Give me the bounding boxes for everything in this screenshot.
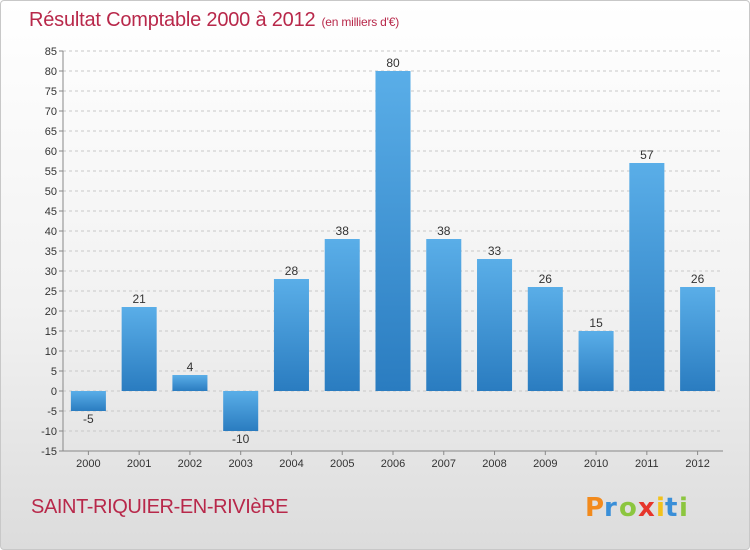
- bar: [527, 287, 563, 391]
- bar-value-label: -5: [83, 412, 94, 426]
- bar: [477, 259, 513, 391]
- bar: [121, 307, 157, 391]
- y-tick-label: 40: [45, 226, 57, 238]
- bar-value-label: 21: [132, 292, 146, 306]
- commune-name: SAINT-RIQUIER-EN-RIVIèRE: [31, 496, 289, 518]
- bar: [324, 239, 360, 391]
- bar: [273, 279, 309, 391]
- x-tick-label: 2007: [432, 458, 456, 470]
- bar-value-label: 28: [285, 264, 299, 278]
- y-tick-label: 45: [45, 206, 57, 218]
- bar: [680, 287, 716, 391]
- svg-text:r: r: [604, 493, 617, 523]
- y-tick-label: 80: [45, 66, 57, 78]
- y-tick-label: 30: [45, 266, 57, 278]
- x-tick-label: 2012: [685, 458, 709, 470]
- svg-text:o: o: [619, 493, 637, 523]
- y-tick-label: -5: [47, 406, 57, 418]
- y-tick-label: 50: [45, 186, 57, 198]
- bar: [172, 375, 208, 391]
- proxiti-logo: P r o x i t i: [585, 493, 688, 523]
- chart-title: Résultat Comptable 2000 à 2012 (en millie…: [29, 9, 399, 32]
- x-tick-label: 2003: [228, 458, 252, 470]
- svg-text:t: t: [665, 493, 677, 523]
- y-tick-label: 5: [51, 366, 57, 378]
- x-tick-label: 2000: [76, 458, 100, 470]
- x-tick-label: 2010: [584, 458, 608, 470]
- bar-value-label: 15: [589, 316, 603, 330]
- x-tick-label: 2009: [533, 458, 557, 470]
- y-tick-label: 65: [45, 126, 57, 138]
- x-tick-label: 2006: [381, 458, 405, 470]
- y-tick-label: 85: [45, 46, 57, 58]
- y-tick-label: 20: [45, 306, 57, 318]
- bar: [375, 71, 411, 391]
- y-tick-label: -10: [41, 426, 57, 438]
- y-tick-label: 10: [45, 346, 57, 358]
- chart-title-text: Résultat Comptable 2000 à 2012: [29, 9, 316, 31]
- axes: -15 -10 -5 0 5 10 15 20 25 30 35 40 45 50 55 60 65 70 75 80…: [41, 46, 723, 470]
- svg-text:i: i: [679, 493, 688, 523]
- y-tick-label: 75: [45, 86, 57, 98]
- bar-value-label: 4: [187, 360, 194, 374]
- x-tick-label: 2011: [635, 458, 659, 470]
- bar-value-label: 33: [488, 244, 502, 258]
- chart-subtitle: (en milliers d'€): [321, 15, 400, 29]
- bar-value-label: -10: [232, 432, 250, 446]
- x-tick-label: 2004: [279, 458, 303, 470]
- bar: [426, 239, 462, 391]
- bar: [629, 163, 665, 391]
- bar: [223, 391, 259, 431]
- x-tick-label: 2008: [482, 458, 506, 470]
- svg-text:P: P: [585, 493, 604, 523]
- x-tick-label: 2005: [330, 458, 354, 470]
- y-tick-label: 35: [45, 246, 57, 258]
- bar-value-label: 38: [437, 224, 451, 238]
- x-tick-label: 2001: [127, 458, 151, 470]
- x-tick-label: 2002: [178, 458, 202, 470]
- y-tick-label: -15: [41, 446, 57, 458]
- y-tick-label: 70: [45, 106, 57, 118]
- bar-value-label: 26: [539, 272, 553, 286]
- y-tick-label: 55: [45, 166, 57, 178]
- svg-text:x: x: [638, 493, 655, 523]
- bar: [578, 331, 614, 391]
- value-labels: -5 21 4 -10 28 38 80 38 33 26 15 57 26: [83, 56, 705, 446]
- svg-text:i: i: [656, 493, 665, 523]
- y-tick-label: 60: [45, 146, 57, 158]
- bar-value-label: 38: [336, 224, 350, 238]
- bar-value-label: 26: [691, 272, 705, 286]
- bars: [70, 71, 716, 431]
- y-tick-label: 15: [45, 326, 57, 338]
- bar-value-label: 57: [640, 148, 654, 162]
- y-tick-label: 25: [45, 286, 57, 298]
- y-tick-label: 0: [51, 386, 57, 398]
- bar: [70, 391, 106, 411]
- bar-value-label: 80: [386, 56, 400, 70]
